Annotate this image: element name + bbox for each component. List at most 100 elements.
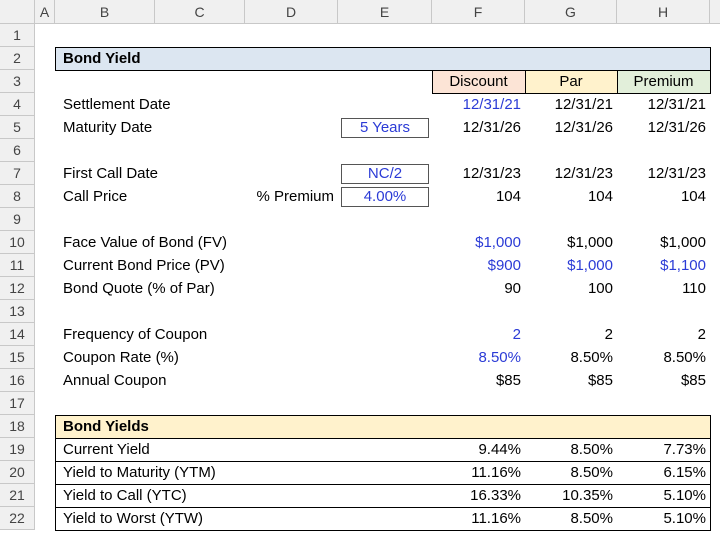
row-header[interactable]: 16 bbox=[0, 369, 35, 392]
cell[interactable]: Frequency of Coupon bbox=[63, 326, 208, 343]
row-header[interactable]: 19 bbox=[0, 438, 35, 461]
cell[interactable]: Bond Yield bbox=[63, 50, 141, 67]
row-header[interactable]: 22 bbox=[0, 507, 35, 530]
column-header[interactable]: G bbox=[525, 0, 617, 24]
cell[interactable]: $1,000 bbox=[567, 234, 613, 251]
row-header[interactable]: 15 bbox=[0, 346, 35, 369]
cell[interactable]: 104 bbox=[495, 188, 521, 205]
cell[interactable]: Call Price bbox=[63, 188, 128, 205]
cell[interactable]: Face Value of Bond (FV) bbox=[63, 234, 227, 251]
cell[interactable]: $1,000 bbox=[660, 234, 706, 251]
cell[interactable]: Premium bbox=[633, 73, 694, 90]
cell[interactable]: 12/31/26 bbox=[647, 119, 706, 136]
cell[interactable]: 10.35% bbox=[562, 487, 613, 504]
cell[interactable]: % Premium bbox=[256, 188, 334, 205]
row-header[interactable]: 1 bbox=[0, 24, 35, 47]
cell[interactable]: 100 bbox=[587, 280, 613, 297]
cell[interactable]: Yield to Call (YTC) bbox=[63, 487, 187, 504]
cell[interactable]: 12/31/21 bbox=[462, 96, 521, 113]
cell[interactable]: 12/31/21 bbox=[647, 96, 706, 113]
row-header[interactable]: 10 bbox=[0, 231, 35, 254]
cell[interactable]: $85 bbox=[495, 372, 521, 389]
row-header[interactable]: 4 bbox=[0, 93, 35, 116]
cell[interactable]: 104 bbox=[587, 188, 613, 205]
row-header[interactable]: 21 bbox=[0, 484, 35, 507]
cell[interactable]: Yield to Worst (YTW) bbox=[63, 510, 204, 527]
cell[interactable]: 2 bbox=[697, 326, 706, 343]
row-header[interactable]: 12 bbox=[0, 277, 35, 300]
column-header[interactable]: A bbox=[35, 0, 55, 24]
cell[interactable]: 12/31/26 bbox=[462, 119, 521, 136]
cell[interactable]: Discount bbox=[449, 73, 508, 90]
cell[interactable]: NC/2 bbox=[367, 165, 403, 182]
cell[interactable]: Yield to Maturity (YTM) bbox=[63, 464, 216, 481]
cell[interactable]: First Call Date bbox=[63, 165, 159, 182]
row-header[interactable]: 18 bbox=[0, 415, 35, 438]
cell[interactable]: $1,000 bbox=[475, 234, 521, 251]
cell[interactable]: Current Bond Price (PV) bbox=[63, 257, 225, 274]
column-header[interactable]: H bbox=[617, 0, 710, 24]
row-header[interactable]: 17 bbox=[0, 392, 35, 415]
row-header[interactable]: 11 bbox=[0, 254, 35, 277]
row-header[interactable]: 20 bbox=[0, 461, 35, 484]
cell[interactable]: 6.15% bbox=[663, 464, 706, 481]
premium-header bbox=[617, 70, 711, 94]
cell[interactable]: 2 bbox=[512, 326, 521, 343]
cell[interactable]: Settlement Date bbox=[63, 96, 171, 113]
row-header[interactable]: 8 bbox=[0, 185, 35, 208]
cell[interactable]: 5 Years bbox=[359, 119, 411, 136]
cell[interactable]: 2 bbox=[604, 326, 613, 343]
cell[interactable]: Current Yield bbox=[63, 441, 150, 458]
cell[interactable]: 12/31/26 bbox=[554, 119, 613, 136]
cell[interactable]: $85 bbox=[680, 372, 706, 389]
cell[interactable]: 16.33% bbox=[470, 487, 521, 504]
cell[interactable]: 110 bbox=[682, 280, 706, 297]
par-header bbox=[525, 70, 618, 94]
cell[interactable]: 11.16% bbox=[471, 464, 521, 481]
cell[interactable]: Coupon Rate (%) bbox=[63, 349, 179, 366]
cell[interactable]: 5.10% bbox=[663, 487, 706, 504]
cell[interactable]: 4.00% bbox=[363, 188, 407, 205]
column-header[interactable]: C bbox=[155, 0, 245, 24]
title-band bbox=[55, 47, 711, 71]
cell[interactable]: 9.44% bbox=[478, 441, 521, 458]
cell[interactable]: Bond Quote (% of Par) bbox=[63, 280, 215, 297]
cell[interactable]: Maturity Date bbox=[63, 119, 153, 136]
cell[interactable]: Annual Coupon bbox=[63, 372, 167, 389]
column-header[interactable]: F bbox=[432, 0, 525, 24]
row-header[interactable]: 7 bbox=[0, 162, 35, 185]
row-header[interactable]: 13 bbox=[0, 300, 35, 323]
cell[interactable]: 8.50% bbox=[570, 349, 613, 366]
row-header[interactable]: 9 bbox=[0, 208, 35, 231]
column-header[interactable]: E bbox=[338, 0, 432, 24]
cell[interactable]: Par bbox=[559, 73, 583, 90]
discount-header bbox=[432, 70, 526, 94]
cell[interactable]: 12/31/23 bbox=[554, 165, 613, 182]
row-header[interactable]: 5 bbox=[0, 116, 35, 139]
row-header[interactable]: 3 bbox=[0, 70, 35, 93]
cell[interactable]: $1,100 bbox=[660, 257, 706, 274]
cell[interactable]: $900 bbox=[487, 257, 521, 274]
cell[interactable]: 104 bbox=[680, 188, 706, 205]
cell[interactable]: 12/31/23 bbox=[647, 165, 706, 182]
cell[interactable]: 7.73% bbox=[663, 441, 706, 458]
row-header[interactable]: 6 bbox=[0, 139, 35, 162]
cell[interactable]: $85 bbox=[587, 372, 613, 389]
cell[interactable]: Bond Yields bbox=[63, 418, 149, 435]
cell[interactable]: 12/31/21 bbox=[554, 96, 613, 113]
yield-row bbox=[55, 507, 711, 531]
column-header[interactable]: B bbox=[55, 0, 155, 24]
cell[interactable]: 8.50% bbox=[570, 441, 613, 458]
cell[interactable]: 8.50% bbox=[663, 349, 706, 366]
cell[interactable]: 8.50% bbox=[570, 510, 613, 527]
cell[interactable]: $1,000 bbox=[567, 257, 613, 274]
column-header[interactable]: D bbox=[245, 0, 338, 24]
cell[interactable]: 5.10% bbox=[663, 510, 706, 527]
cell[interactable]: 90 bbox=[504, 280, 521, 297]
cell[interactable]: 11.16% bbox=[471, 510, 521, 527]
cell[interactable]: 8.50% bbox=[478, 349, 521, 366]
cell[interactable]: 8.50% bbox=[570, 464, 613, 481]
row-header[interactable]: 14 bbox=[0, 323, 35, 346]
row-header[interactable]: 2 bbox=[0, 47, 35, 70]
cell[interactable]: 12/31/23 bbox=[462, 165, 521, 182]
